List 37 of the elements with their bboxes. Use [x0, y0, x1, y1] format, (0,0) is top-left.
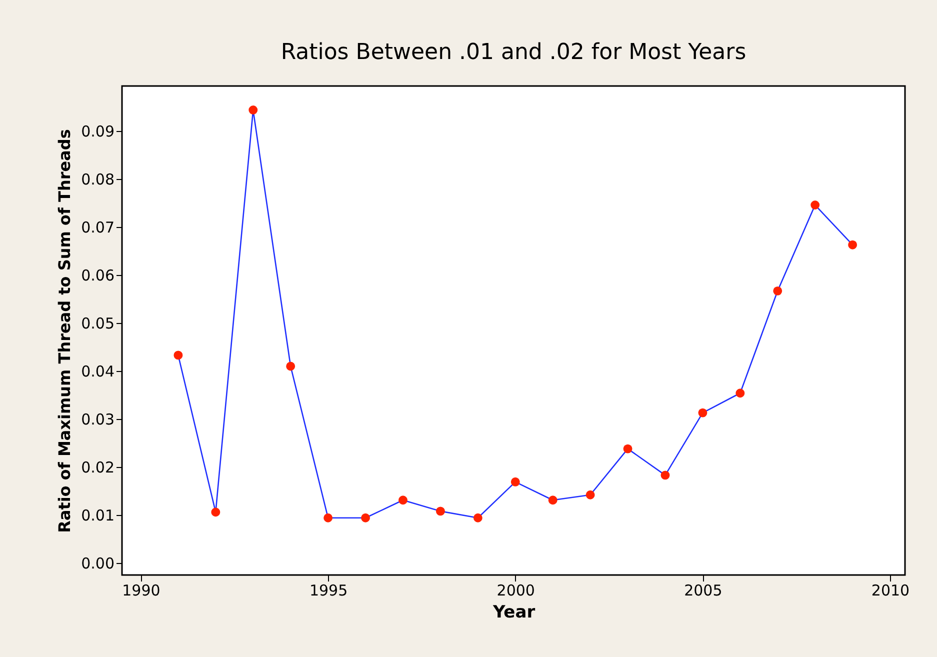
y-tick-label: 0.05	[81, 314, 114, 333]
point	[698, 408, 708, 418]
point	[398, 496, 408, 505]
point	[361, 513, 370, 522]
point	[510, 477, 520, 486]
point	[324, 513, 333, 522]
x-tick-label: 2005	[684, 582, 722, 600]
y-tick-label: 0.02	[81, 458, 114, 477]
point	[660, 470, 670, 480]
y-tick-label: 0.06	[81, 266, 114, 285]
point	[736, 388, 745, 398]
point	[773, 286, 782, 296]
x-tick-label: 2000	[496, 582, 535, 600]
y-tick-label: 0.07	[81, 218, 114, 237]
point	[436, 506, 445, 516]
y-tick-label: 0.09	[81, 122, 114, 141]
point	[286, 362, 296, 371]
y-tick-label: 0.03	[81, 410, 114, 429]
x-tick-label: 2010	[871, 582, 910, 600]
point	[586, 490, 595, 500]
y-tick-label: 0.01	[81, 506, 114, 525]
point	[848, 240, 858, 250]
point	[174, 350, 183, 360]
point	[810, 200, 820, 210]
point	[211, 508, 220, 517]
chart-title: Ratios Between .01 and .02 for Most Years	[280, 40, 746, 65]
point	[548, 496, 558, 505]
y-tick-label: 0.04	[81, 362, 114, 381]
point	[473, 513, 482, 522]
y-tick-label: 0.08	[81, 170, 114, 189]
x-axis-title: Year	[492, 602, 536, 622]
y-axis-title: Ratio of Maximum Thread to Sum of Threads	[55, 129, 74, 533]
x-tick-label: 1990	[122, 582, 160, 600]
y-tick-label: 0.00	[81, 554, 114, 573]
point	[623, 444, 632, 454]
point	[248, 106, 258, 114]
x-tick-label: 1995	[309, 582, 348, 600]
